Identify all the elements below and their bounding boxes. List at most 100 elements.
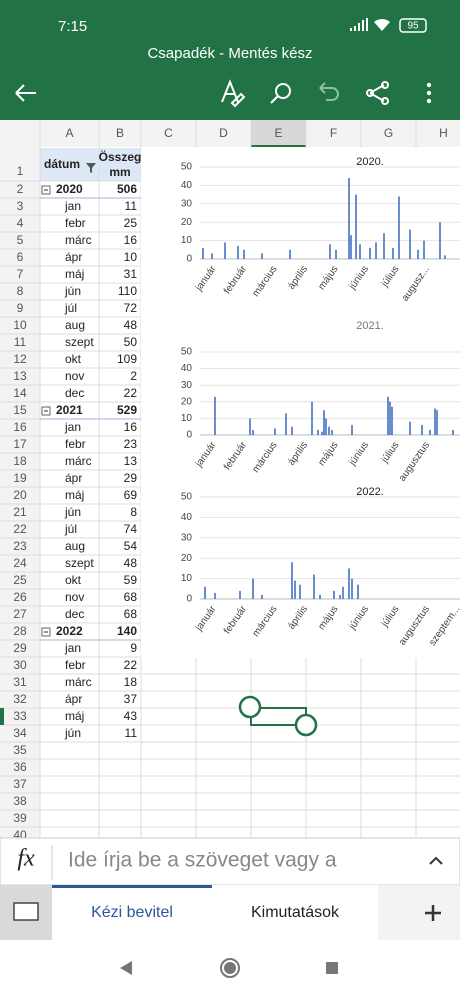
- search-button[interactable]: [270, 83, 292, 104]
- tab-indicator: [52, 885, 212, 888]
- y-tick-label: 10: [181, 413, 193, 424]
- bar: [333, 590, 335, 599]
- selection-handle[interactable]: [294, 713, 318, 737]
- bar: [421, 425, 423, 435]
- selection-handle[interactable]: [238, 695, 262, 719]
- bar: [328, 426, 330, 435]
- bar: [359, 244, 361, 259]
- bar: [261, 253, 263, 259]
- formula-input[interactable]: Ide írja be a szöveget vagy a: [68, 849, 337, 872]
- bar: [329, 244, 331, 259]
- bar: [409, 421, 411, 435]
- row-number: 18: [13, 454, 27, 468]
- bar: [291, 562, 293, 599]
- selected-column-marker: [251, 145, 306, 147]
- y-tick-label: 30: [181, 380, 193, 391]
- pivot-month: aug: [65, 318, 85, 332]
- pivot-month: jún: [64, 726, 81, 740]
- pivot-header: mm: [109, 165, 130, 179]
- bar: [429, 430, 431, 435]
- bar: [392, 247, 394, 259]
- chart-title: 2020.: [356, 156, 384, 168]
- bar: [319, 594, 321, 599]
- y-tick-label: 20: [181, 217, 193, 228]
- pivot-value: 23: [124, 437, 138, 451]
- filter-icon: [86, 163, 96, 173]
- pivot-header: dátum: [44, 157, 80, 171]
- pivot-month: ápr: [65, 471, 82, 485]
- bar: [351, 425, 353, 435]
- pivot-value: 31: [124, 267, 138, 281]
- bar: [355, 194, 357, 259]
- bar: [391, 406, 393, 435]
- back-button[interactable]: [15, 84, 36, 102]
- column-header: G: [384, 126, 393, 140]
- bar: [339, 594, 341, 599]
- column-header: F: [330, 126, 337, 140]
- battery: 95: [407, 21, 419, 32]
- bar: [342, 586, 344, 599]
- bar: [294, 580, 296, 599]
- bar: [252, 430, 254, 435]
- bar: [311, 401, 313, 435]
- row-number: 24: [13, 556, 27, 570]
- more-button[interactable]: [426, 82, 432, 104]
- bar: [274, 428, 276, 435]
- pivot-value: 29: [124, 471, 138, 485]
- row-number: 9: [17, 301, 24, 315]
- add-sheet-button[interactable]: [425, 905, 441, 921]
- bar: [387, 396, 389, 435]
- bar: [350, 235, 352, 259]
- tab-label[interactable]: Kézi bevitel: [91, 904, 173, 921]
- expand-button[interactable]: [429, 856, 443, 865]
- bar: [313, 574, 315, 599]
- selected-row-marker: [0, 708, 4, 725]
- bar: [409, 229, 411, 259]
- pivot-month: dec: [65, 607, 84, 621]
- pivot-year: 2021: [56, 403, 83, 417]
- bar: [249, 418, 251, 435]
- row-number: 32: [13, 692, 27, 706]
- row-number: 22: [13, 522, 27, 536]
- pivot-month: márc: [65, 233, 92, 247]
- pivot-month: máj: [65, 488, 84, 502]
- pivot-value: 37: [124, 692, 138, 706]
- draw-button[interactable]: [221, 79, 246, 108]
- bar: [389, 401, 391, 435]
- bar: [299, 584, 301, 599]
- tab[interactable]: [212, 885, 378, 940]
- bar: [434, 408, 436, 435]
- pivot-value: 109: [117, 352, 137, 366]
- nav-home[interactable]: [220, 958, 240, 978]
- doc-title: Csapadék - Mentés kész: [147, 45, 312, 62]
- bar: [325, 418, 327, 435]
- pivot-value: 68: [124, 590, 138, 604]
- status-icons: [350, 18, 427, 33]
- tab-label[interactable]: Kimutatások: [251, 904, 340, 921]
- tab-active[interactable]: [52, 885, 212, 940]
- pivot-value: 18: [124, 675, 138, 689]
- nav-recent[interactable]: [326, 962, 338, 974]
- nav-back[interactable]: [120, 961, 132, 975]
- pivot-value: 11: [125, 726, 138, 740]
- row-number: 15: [13, 403, 27, 417]
- pivot-value: 11: [125, 199, 138, 213]
- pivot-month: okt: [65, 352, 82, 366]
- bar: [214, 592, 216, 599]
- pivot-total: 140: [117, 624, 137, 638]
- row-number: 33: [13, 709, 27, 723]
- row-number: 2: [17, 182, 24, 196]
- bar: [357, 584, 359, 599]
- bar: [348, 568, 350, 599]
- row-number: 35: [13, 743, 27, 757]
- y-tick-label: 10: [181, 573, 193, 584]
- bar: [398, 196, 400, 259]
- pivot-total: 506: [117, 182, 137, 196]
- bar: [214, 396, 216, 435]
- column-header: H: [439, 126, 448, 140]
- pivot-value: 2: [130, 369, 137, 383]
- row-number: 10: [13, 318, 27, 332]
- bar: [331, 430, 333, 435]
- pivot-value: 16: [124, 233, 138, 247]
- undo-button[interactable]: [319, 82, 339, 101]
